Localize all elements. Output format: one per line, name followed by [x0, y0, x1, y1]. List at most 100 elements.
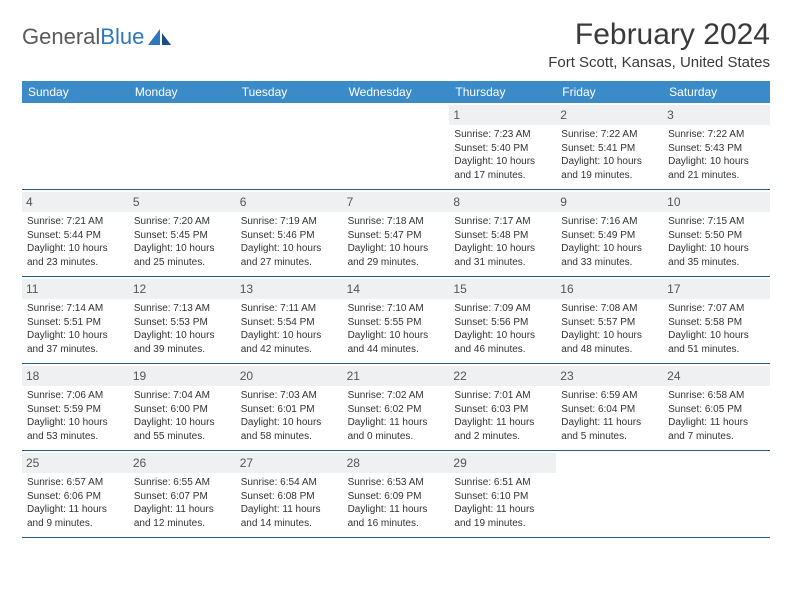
day-detail: Sunrise: 7:10 AMSunset: 5:55 PMDaylight:… — [347, 302, 446, 356]
sunrise: Sunrise: 6:57 AM — [27, 476, 124, 490]
day-number: 29 — [449, 453, 556, 473]
day-cell: 13 Sunrise: 7:11 AMSunset: 5:54 PMDayligh… — [236, 277, 343, 363]
day-number: 13 — [236, 279, 343, 299]
header: GeneralBlue February 2024 Fort Scott, Ka… — [22, 18, 770, 71]
sunset: Sunset: 5:50 PM — [668, 229, 765, 243]
sunset: Sunset: 6:10 PM — [454, 490, 551, 504]
sunset: Sunset: 5:49 PM — [561, 229, 658, 243]
day-cell: 19Sunrise: 7:04 AMSunset: 6:00 PMDayligh… — [129, 364, 236, 450]
day-number: 12 — [129, 279, 236, 299]
day-cell: 4Sunrise: 7:21 AMSunset: 5:44 PMDaylight… — [22, 190, 129, 276]
sunset: Sunset: 6:06 PM — [27, 490, 124, 504]
sunrise: Sunrise: 7:15 AM — [668, 215, 765, 229]
day-detail: Sunrise: 7:02 AMSunset: 6:02 PMDaylight:… — [347, 389, 446, 443]
day-number: 19 — [129, 366, 236, 386]
day-cell: 25 Sunrise: 6:57 AMSunset: 6:06 PMDayligh… — [22, 451, 129, 537]
daylight: Daylight: 11 hours and 0 minutes. — [348, 416, 445, 443]
weekday-header: Sunday Monday Tuesday Wednesday Thursday… — [22, 81, 770, 103]
day-detail: Sunrise: 7:15 AMSunset: 5:50 PMDaylight:… — [667, 215, 766, 269]
sunrise: Sunrise: 7:06 AM — [27, 389, 124, 403]
day-cell: 20Sunrise: 7:03 AMSunset: 6:01 PMDayligh… — [236, 364, 343, 450]
day-detail: Sunrise: 7:09 AMSunset: 5:56 PMDaylight:… — [453, 302, 552, 356]
daylight: Daylight: 10 hours and 51 minutes. — [668, 329, 765, 356]
daylight: Daylight: 10 hours and 33 minutes. — [561, 242, 658, 269]
day-number: 15 — [449, 279, 556, 299]
sunrise: Sunrise: 7:16 AM — [561, 215, 658, 229]
day-detail: Sunrise: 7:19 AMSunset: 5:46 PMDaylight:… — [240, 215, 339, 269]
day-cell — [343, 103, 450, 189]
location: Fort Scott, Kansas, United States — [548, 54, 770, 71]
daylight: Daylight: 10 hours and 53 minutes. — [27, 416, 124, 443]
day-cell: 14Sunrise: 7:10 AMSunset: 5:55 PMDayligh… — [343, 277, 450, 363]
sunset: Sunset: 5:48 PM — [454, 229, 551, 243]
sunrise: Sunrise: 7:10 AM — [348, 302, 445, 316]
daylight: Daylight: 10 hours and 42 minutes. — [241, 329, 338, 356]
day-detail: Sunrise: 7:01 AMSunset: 6:03 PMDaylight:… — [453, 389, 552, 443]
day-cell: 7Sunrise: 7:18 AMSunset: 5:47 PMDaylight… — [343, 190, 450, 276]
day-detail: Sunrise: 6:57 AMSunset: 6:06 PMDaylight:… — [26, 476, 125, 530]
daylight: Daylight: 11 hours and 12 minutes. — [134, 503, 231, 530]
day-detail: Sunrise: 7:11 AMSunset: 5:54 PMDaylight:… — [240, 302, 339, 356]
day-detail: Sunrise: 6:51 AMSunset: 6:10 PMDaylight:… — [453, 476, 552, 530]
day-cell: 17 Sunrise: 7:07 AMSunset: 5:58 PMDayligh… — [663, 277, 770, 363]
daylight: Daylight: 10 hours and 17 minutes. — [454, 155, 551, 182]
day-number: 25 — [22, 453, 129, 473]
day-number: 17 — [663, 279, 770, 299]
day-number: 1 — [449, 105, 556, 125]
day-number: 28 — [343, 453, 450, 473]
sunrise: Sunrise: 7:07 AM — [668, 302, 765, 316]
sunset: Sunset: 5:43 PM — [668, 142, 765, 156]
sunset: Sunset: 6:04 PM — [561, 403, 658, 417]
day-detail: Sunrise: 7:22 AMSunset: 5:41 PMDaylight:… — [560, 128, 659, 182]
logo-text-1: General — [22, 24, 100, 50]
day-cell: 15 Sunrise: 7:09 AMSunset: 5:56 PMDayligh… — [449, 277, 556, 363]
sunset: Sunset: 5:53 PM — [134, 316, 231, 330]
weekday-thu: Thursday — [449, 81, 556, 103]
sunset: Sunset: 6:07 PM — [134, 490, 231, 504]
day-detail: Sunrise: 7:08 AMSunset: 5:57 PMDaylight:… — [560, 302, 659, 356]
day-detail: Sunrise: 7:23 AMSunset: 5:40 PMDaylight:… — [453, 128, 552, 182]
daylight: Daylight: 11 hours and 7 minutes. — [668, 416, 765, 443]
sunset: Sunset: 5:58 PM — [668, 316, 765, 330]
day-number: 10 — [663, 192, 770, 212]
day-detail: Sunrise: 7:17 AMSunset: 5:48 PMDaylight:… — [453, 215, 552, 269]
sunrise: Sunrise: 6:51 AM — [454, 476, 551, 490]
day-detail: Sunrise: 6:55 AMSunset: 6:07 PMDaylight:… — [133, 476, 232, 530]
sunset: Sunset: 6:05 PM — [668, 403, 765, 417]
logo: GeneralBlue — [22, 18, 173, 50]
sunrise: Sunrise: 7:14 AM — [27, 302, 124, 316]
weeks-container: 1 Sunrise: 7:23 AMSunset: 5:40 PMDaylight… — [22, 103, 770, 538]
day-cell: 24Sunrise: 6:58 AMSunset: 6:05 PMDayligh… — [663, 364, 770, 450]
day-cell: 23Sunrise: 6:59 AMSunset: 6:04 PMDayligh… — [556, 364, 663, 450]
day-cell: 3Sunrise: 7:22 AMSunset: 5:43 PMDaylight… — [663, 103, 770, 189]
sunrise: Sunrise: 7:22 AM — [561, 128, 658, 142]
week-row: 4Sunrise: 7:21 AMSunset: 5:44 PMDaylight… — [22, 190, 770, 277]
day-detail: Sunrise: 7:18 AMSunset: 5:47 PMDaylight:… — [347, 215, 446, 269]
month-title: February 2024 — [548, 18, 770, 52]
weekday-tue: Tuesday — [236, 81, 343, 103]
day-detail: Sunrise: 7:21 AMSunset: 5:44 PMDaylight:… — [26, 215, 125, 269]
day-number: 23 — [556, 366, 663, 386]
day-cell: 29 Sunrise: 6:51 AMSunset: 6:10 PMDayligh… — [449, 451, 556, 537]
daylight: Daylight: 10 hours and 19 minutes. — [561, 155, 658, 182]
day-detail: Sunrise: 7:13 AMSunset: 5:53 PMDaylight:… — [133, 302, 232, 356]
week-row: 1 Sunrise: 7:23 AMSunset: 5:40 PMDaylight… — [22, 103, 770, 190]
day-cell: 21Sunrise: 7:02 AMSunset: 6:02 PMDayligh… — [343, 364, 450, 450]
day-number: 9 — [556, 192, 663, 212]
sunset: Sunset: 5:44 PM — [27, 229, 124, 243]
day-number: 18 — [22, 366, 129, 386]
sunrise: Sunrise: 6:59 AM — [561, 389, 658, 403]
sunset: Sunset: 6:03 PM — [454, 403, 551, 417]
day-cell: 26Sunrise: 6:55 AMSunset: 6:07 PMDayligh… — [129, 451, 236, 537]
sunset: Sunset: 6:00 PM — [134, 403, 231, 417]
sunrise: Sunrise: 7:08 AM — [561, 302, 658, 316]
sunset: Sunset: 6:01 PM — [241, 403, 338, 417]
sunrise: Sunrise: 6:54 AM — [241, 476, 338, 490]
sunrise: Sunrise: 7:20 AM — [134, 215, 231, 229]
day-cell: 9 Sunrise: 7:16 AMSunset: 5:49 PMDaylight… — [556, 190, 663, 276]
weekday-wed: Wednesday — [343, 81, 450, 103]
day-cell — [556, 451, 663, 537]
day-cell: 16Sunrise: 7:08 AMSunset: 5:57 PMDayligh… — [556, 277, 663, 363]
day-detail: Sunrise: 6:53 AMSunset: 6:09 PMDaylight:… — [347, 476, 446, 530]
daylight: Daylight: 10 hours and 31 minutes. — [454, 242, 551, 269]
